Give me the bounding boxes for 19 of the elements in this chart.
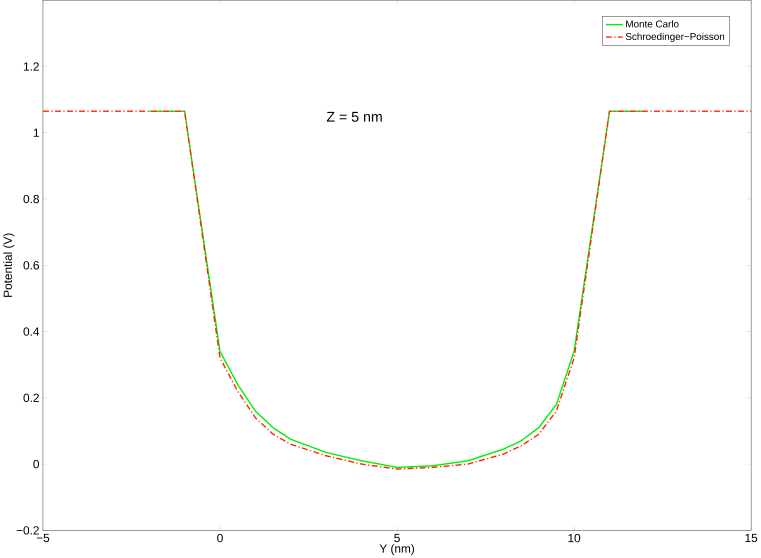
x-tick-label: 5 bbox=[394, 534, 400, 542]
x-tick-label: 10 bbox=[568, 534, 580, 542]
x-tick-label: 15 bbox=[745, 534, 758, 542]
x-tick-label: −5 bbox=[36, 534, 50, 542]
y-tick-label: 0.4 bbox=[24, 327, 40, 336]
y-tick-label: −0.2 bbox=[16, 526, 39, 534]
y-tick-label: 0.2 bbox=[24, 393, 39, 402]
legend-label: Schroedinger−Poisson bbox=[626, 32, 724, 42]
y-tick-label: 1 bbox=[34, 128, 39, 137]
x-tick-label: 0 bbox=[217, 534, 223, 542]
y-tick-label: 0.8 bbox=[24, 194, 39, 204]
x-axis-title: Y (nm) bbox=[380, 544, 414, 555]
legend-label: Monte Carlo bbox=[626, 20, 679, 28]
y-tick-label: 0.6 bbox=[24, 260, 39, 270]
line-series bbox=[42, 110, 752, 470]
y-axis-title: Potential (V) bbox=[3, 233, 14, 297]
y-tick-label: 0 bbox=[33, 460, 40, 468]
y-tick-label: 1.2 bbox=[24, 62, 39, 70]
annotation: Z = 5 nm bbox=[326, 112, 382, 122]
